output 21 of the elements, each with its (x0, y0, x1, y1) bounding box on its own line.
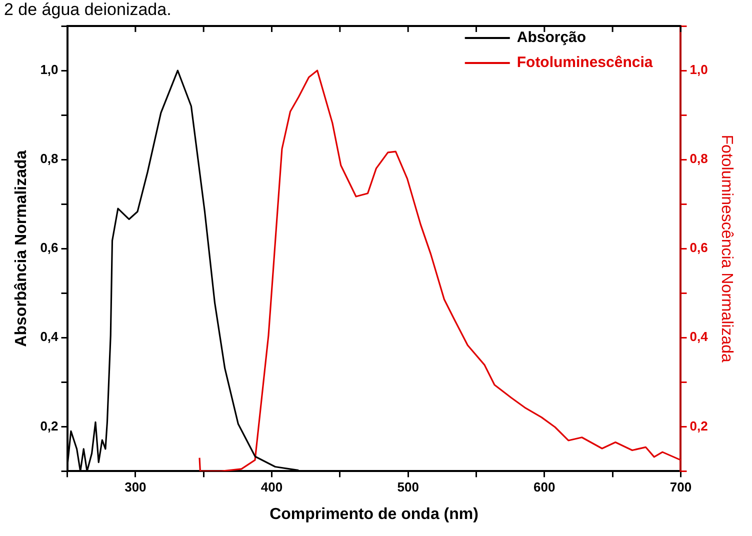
y-tick-label: 0,4 (40, 329, 60, 344)
y-tick-label: 0,2 (40, 418, 58, 434)
x-tick-label: 500 (397, 480, 419, 495)
y2-tick-label: 0,4 (690, 329, 709, 344)
y2-tick-label: 0,8 (690, 151, 708, 166)
legend-label: Fotoluminescência (516, 54, 654, 72)
y2-tick-label: 1,0 (690, 62, 708, 78)
x-tick-label: 700 (670, 480, 692, 495)
legend-label: Absorção (516, 29, 586, 46)
y2-axis-title: Fotoluminescência Normalizada (718, 134, 735, 363)
x-axis-title: Comprimento de onda (nm) (270, 506, 478, 523)
y-tick-label: 0,8 (40, 151, 58, 166)
y2-tick-label: 0,6 (690, 240, 708, 256)
y-axis-title: Absorbância Normalizada (13, 150, 30, 347)
y2-tick-label: 0,2 (690, 418, 708, 434)
text: 2 de água deionizada. (4, 0, 172, 20)
x-tick-label: 600 (534, 480, 556, 495)
x-tick-label: 400 (260, 480, 283, 495)
y-tick-label: 1,0 (40, 62, 58, 78)
y-tick-label: 0,6 (40, 240, 58, 256)
x-tick-label: 300 (124, 480, 146, 495)
